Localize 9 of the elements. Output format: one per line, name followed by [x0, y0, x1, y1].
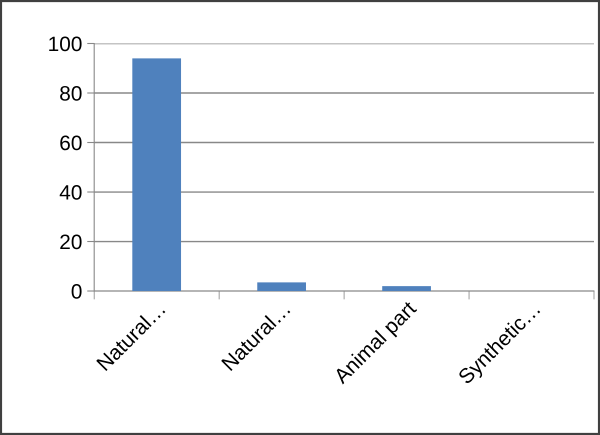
y-tick-label: 40 — [60, 185, 82, 200]
y-tick-label: 80 — [60, 86, 82, 101]
bar — [132, 58, 182, 292]
y-tick-label: 0 — [72, 284, 82, 299]
y-tick-label: 60 — [60, 136, 82, 150]
y-tick-label: 20 — [60, 234, 82, 250]
bar — [257, 282, 306, 292]
y-tick-label: 100 — [49, 36, 82, 52]
bar — [382, 286, 431, 292]
